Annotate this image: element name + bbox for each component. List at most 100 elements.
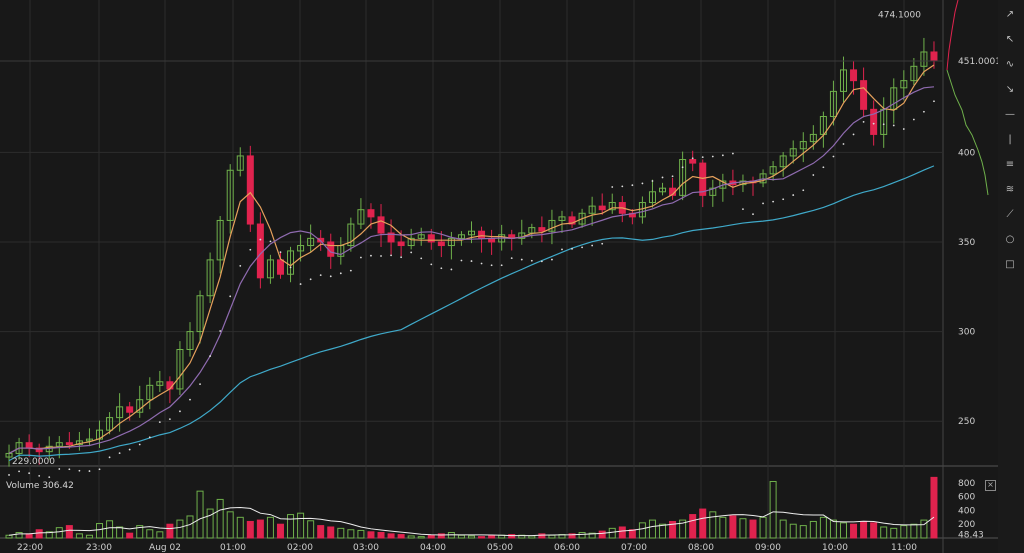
volume-bar[interactable] (55, 527, 63, 539)
candle-body[interactable] (759, 173, 767, 184)
candle-body[interactable] (206, 259, 214, 297)
volume-bar[interactable] (779, 519, 787, 539)
volume-bar[interactable] (307, 520, 315, 539)
candle-body[interactable] (548, 219, 556, 232)
volume-bar[interactable] (468, 535, 475, 539)
volume-bar[interactable] (789, 523, 797, 539)
volume-bar[interactable] (910, 523, 918, 539)
volume-bar[interactable] (176, 519, 184, 539)
volume-bar[interactable] (719, 516, 727, 539)
volume-bar[interactable] (679, 519, 687, 539)
volume-bar[interactable] (45, 531, 53, 539)
volume-bar[interactable] (106, 520, 114, 539)
volume-bar[interactable] (287, 514, 295, 539)
volume-bar[interactable] (367, 531, 375, 539)
volume-bar[interactable] (116, 526, 124, 539)
candle-body[interactable] (407, 237, 415, 247)
volume-bar[interactable] (729, 515, 737, 539)
candle-body[interactable] (186, 331, 194, 351)
circle-icon[interactable]: ○ (1005, 234, 1015, 245)
volume-bar[interactable] (870, 522, 878, 539)
candle-body[interactable] (246, 155, 254, 225)
candle-body[interactable] (578, 212, 586, 225)
volume-bar[interactable] (236, 516, 244, 539)
volume-bar[interactable] (819, 516, 827, 539)
volume-bar[interactable] (598, 530, 606, 539)
volume-bar[interactable] (669, 520, 677, 539)
volume-bar[interactable] (146, 529, 154, 539)
candle-body[interactable] (176, 349, 184, 390)
volume-bar[interactable] (508, 534, 516, 539)
candle-body[interactable] (779, 155, 787, 168)
candle-body[interactable] (809, 133, 817, 143)
candle-body[interactable] (829, 90, 837, 117)
volume-bar[interactable] (538, 533, 546, 539)
volume-bar[interactable] (478, 536, 486, 539)
candle-body[interactable] (568, 216, 576, 225)
volume-bar[interactable] (860, 520, 868, 539)
volume-bar[interactable] (608, 527, 616, 539)
candle-body[interactable] (447, 237, 455, 247)
candle-body[interactable] (850, 69, 858, 82)
volume-bar[interactable] (156, 531, 164, 539)
volume-bar[interactable] (266, 516, 274, 539)
volume-bar[interactable] (216, 498, 224, 539)
candle-body[interactable] (146, 384, 154, 401)
volume-bar[interactable] (920, 519, 928, 539)
volume-bar[interactable] (488, 535, 496, 539)
volume-bar[interactable] (126, 532, 134, 539)
candle-body[interactable] (317, 237, 325, 243)
candle-body[interactable] (427, 234, 435, 243)
pencil-icon[interactable]: ∿ (1005, 59, 1015, 70)
volume-bar[interactable] (659, 523, 667, 539)
candle-body[interactable] (689, 159, 697, 164)
candle-body[interactable] (870, 108, 878, 135)
candle-body[interactable] (226, 169, 234, 221)
candle-body[interactable] (367, 209, 375, 218)
candle-body[interactable] (799, 141, 807, 150)
volume-bar[interactable] (96, 523, 104, 539)
volume-bar[interactable] (427, 534, 435, 539)
candle-body[interactable] (276, 259, 284, 275)
candle-body[interactable] (297, 245, 305, 252)
candle-body[interactable] (116, 406, 124, 419)
channel-icon[interactable]: ≡ (1005, 159, 1015, 170)
volume-bar[interactable] (317, 525, 325, 539)
volume-bar[interactable] (276, 523, 284, 539)
candle-body[interactable] (538, 227, 546, 232)
volume-bar[interactable] (699, 508, 707, 539)
candle-body[interactable] (839, 69, 847, 92)
volume-bar[interactable] (327, 526, 335, 539)
volume-bar[interactable] (65, 525, 73, 539)
candle-body[interactable] (709, 187, 717, 196)
candle-body[interactable] (166, 381, 174, 390)
candle-body[interactable] (608, 202, 616, 211)
volume-bar[interactable] (297, 512, 305, 539)
candle-body[interactable] (266, 259, 274, 279)
volume-bar[interactable] (588, 532, 596, 539)
cursor-icon[interactable]: ↗ (1005, 9, 1015, 20)
close-volume-pane-button[interactable]: × (985, 480, 996, 491)
candle-body[interactable] (216, 219, 224, 261)
candle-body[interactable] (25, 442, 33, 449)
rectangle-icon[interactable]: □ (1005, 259, 1015, 270)
volume-bar[interactable] (930, 476, 938, 539)
volume-bar[interactable] (407, 535, 415, 539)
candle-body[interactable] (347, 223, 355, 247)
candle-body[interactable] (588, 205, 596, 214)
candle-body[interactable] (457, 234, 465, 239)
volume-bar[interactable] (739, 518, 747, 539)
candle-body[interactable] (769, 166, 777, 175)
candle-body[interactable] (156, 381, 164, 386)
volume-bar[interactable] (256, 519, 264, 539)
candle-body[interactable] (860, 80, 868, 110)
volume-bar[interactable] (437, 533, 445, 539)
candle-body[interactable] (679, 159, 687, 196)
candle-body[interactable] (920, 51, 928, 67)
candle-body[interactable] (468, 230, 475, 236)
volume-bar[interactable] (35, 529, 43, 539)
volume-bar[interactable] (628, 529, 636, 539)
volume-bar[interactable] (337, 527, 345, 539)
